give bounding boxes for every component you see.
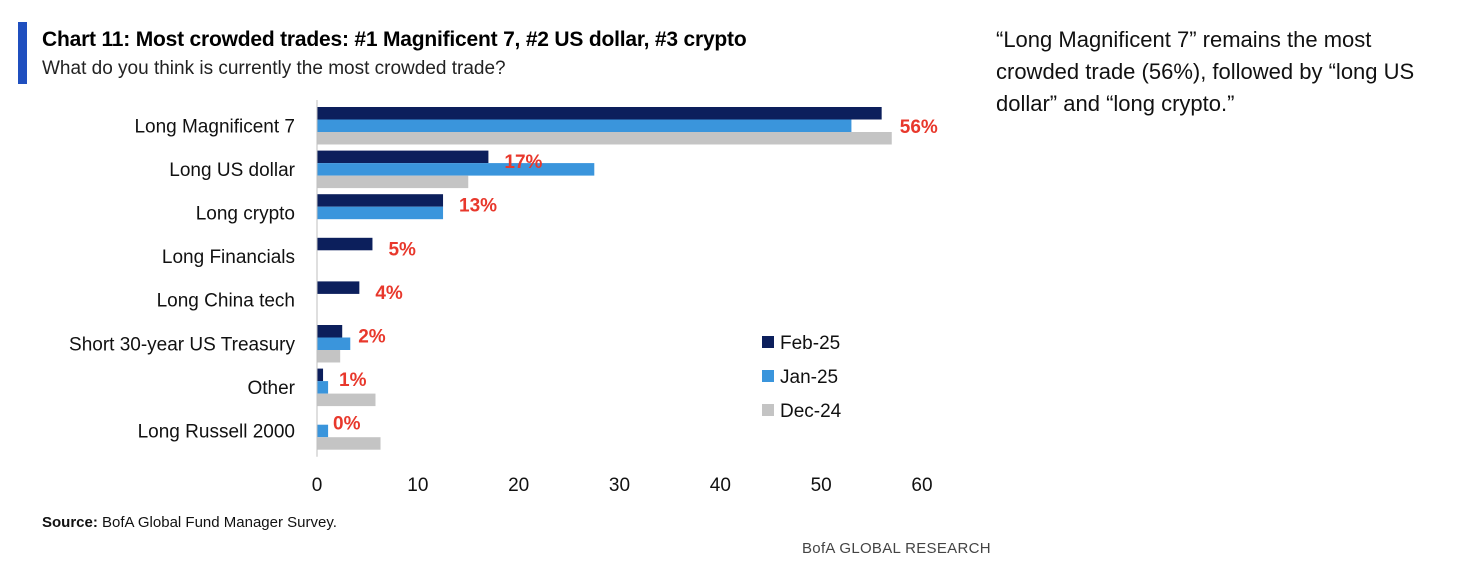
data-label: 0% <box>333 414 361 435</box>
data-label: 5% <box>388 239 416 260</box>
source-text: BofA Global Fund Manager Survey. <box>97 514 337 531</box>
legend-label: Jan-25 <box>780 367 838 388</box>
legend-swatch <box>762 370 774 382</box>
commentary-text: “Long Magnificent 7” remains the most cr… <box>996 27 1415 116</box>
legend-swatch <box>762 336 774 348</box>
bar-feb-25 <box>317 194 444 207</box>
category-label: Long Russell 2000 <box>138 421 295 442</box>
bar-dec-24 <box>317 437 381 450</box>
data-label: 56% <box>900 117 938 138</box>
chart-title: Chart 11: Most crowded trades: #1 Magnif… <box>42 28 747 51</box>
bar-jan-25 <box>317 163 595 176</box>
x-tick-label: 60 <box>911 475 932 496</box>
bar-jan-25 <box>317 119 852 132</box>
category-label: Short 30-year US Treasury <box>69 334 295 355</box>
x-tick-label: 10 <box>407 475 428 496</box>
bar-dec-24 <box>317 175 469 189</box>
bar-dec-24 <box>317 350 341 363</box>
category-label: Long Magnificent 7 <box>134 116 295 137</box>
x-tick-label: 20 <box>508 475 529 496</box>
title-accent-bar <box>18 22 27 84</box>
data-label: 4% <box>375 283 403 304</box>
data-label: 1% <box>339 370 367 391</box>
bar-feb-25 <box>317 150 489 164</box>
bar-jan-25 <box>317 337 351 350</box>
x-tick-label: 30 <box>609 475 630 496</box>
x-tick-label: 0 <box>312 475 323 496</box>
category-label: Long Financials <box>162 247 295 268</box>
brand-footer: BofA GLOBAL RESEARCH <box>802 540 991 557</box>
category-label: Other <box>247 378 295 399</box>
bar-jan-25 <box>317 381 329 394</box>
source-note: Source: BofA Global Fund Manager Survey. <box>42 514 337 531</box>
bar-dec-24 <box>317 393 376 407</box>
bar-feb-25 <box>317 107 882 120</box>
x-tick-label: 50 <box>811 475 832 496</box>
data-label: 17% <box>504 152 542 173</box>
data-label: 2% <box>358 327 386 348</box>
legend-swatch <box>762 404 774 416</box>
bar-jan-25 <box>317 206 444 220</box>
bar-feb-25 <box>317 281 360 294</box>
x-tick-label: 40 <box>710 475 731 496</box>
category-label: Long crypto <box>196 203 295 224</box>
category-label: Long China tech <box>157 291 295 312</box>
data-label: 13% <box>459 196 497 217</box>
legend-label: Dec-24 <box>780 401 842 422</box>
category-label: Long US dollar <box>169 160 295 181</box>
chart-subtitle: What do you think is currently the most … <box>42 58 506 79</box>
bar-feb-25 <box>317 325 343 338</box>
bar-dec-24 <box>317 132 892 145</box>
source-label: Source: <box>42 514 98 531</box>
legend-label: Feb-25 <box>780 333 840 354</box>
bar-feb-25 <box>317 237 373 251</box>
bar-jan-25 <box>317 424 329 438</box>
bar-feb-25 <box>317 368 324 382</box>
